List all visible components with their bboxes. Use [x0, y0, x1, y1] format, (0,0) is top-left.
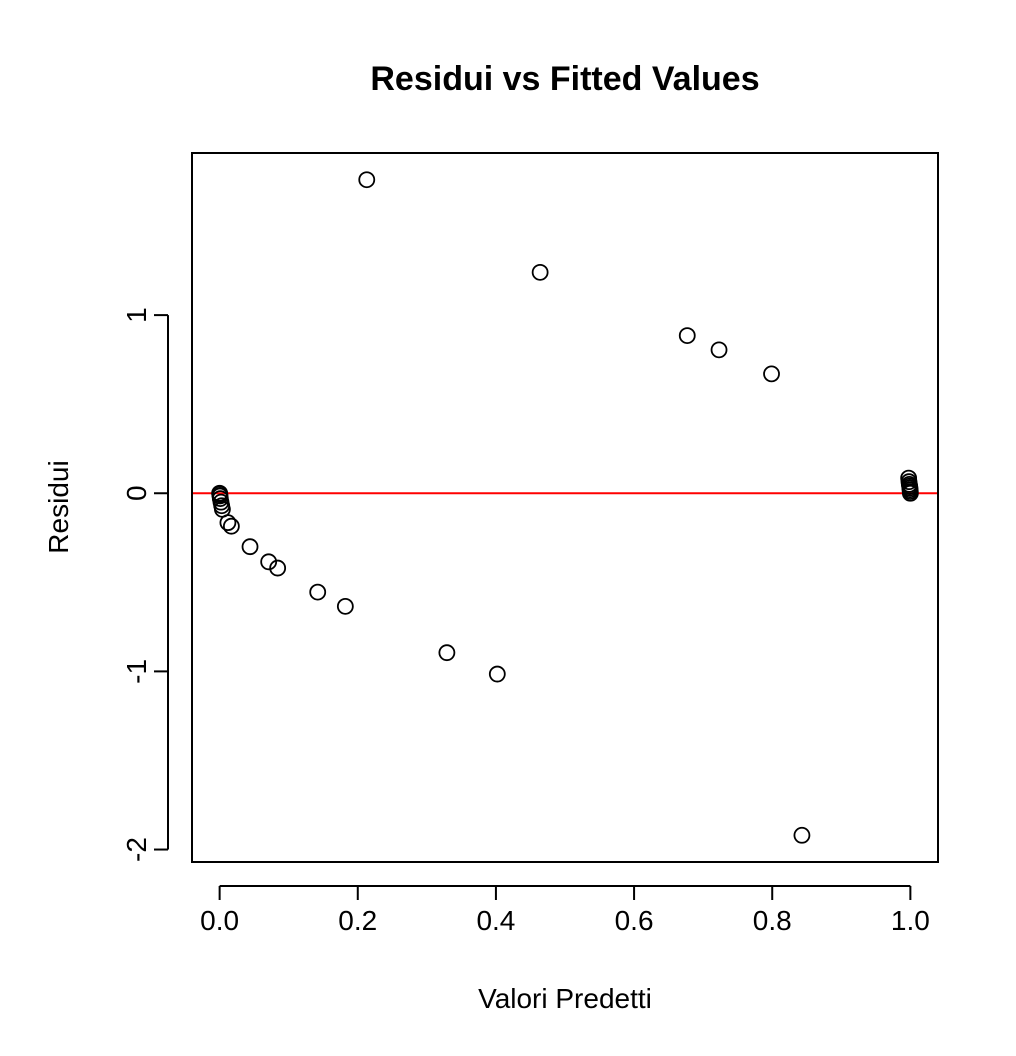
data-points [211, 171, 919, 844]
data-point [678, 327, 696, 344]
x-tick-label: 0.8 [753, 905, 792, 936]
y-tick-label: -1 [121, 659, 152, 684]
data-point [260, 553, 278, 571]
x-tick-label: 0.2 [338, 905, 377, 936]
y-axis: -2 -1 0 1 [121, 307, 169, 862]
y-tick-label: 1 [121, 307, 152, 323]
x-tick-label: 0.0 [200, 905, 239, 936]
x-axis-label: Valori Predetti [478, 983, 652, 1014]
data-point [336, 597, 354, 615]
data-point [358, 171, 376, 189]
data-point [269, 559, 287, 577]
x-axis: 0.0 0.2 0.4 0.6 0.8 1.0 [200, 885, 930, 936]
y-tick-label: 0 [121, 485, 152, 501]
data-point [222, 517, 240, 535]
data-point [309, 583, 327, 601]
data-point [488, 665, 506, 683]
data-point [211, 484, 229, 502]
x-tick-label: 1.0 [891, 905, 930, 936]
x-tick-label: 0.6 [615, 905, 654, 936]
y-axis-label: Residui [43, 460, 74, 553]
chart-title: Residui vs Fitted Values [370, 60, 759, 98]
data-point [438, 644, 456, 662]
data-point [241, 538, 259, 556]
data-point [531, 263, 549, 281]
data-point [710, 341, 728, 359]
plot-frame [191, 152, 939, 863]
data-point [793, 826, 811, 844]
data-point [763, 365, 780, 383]
data-point [901, 484, 919, 502]
y-tick-label: -2 [121, 837, 152, 862]
x-tick-label: 0.4 [476, 905, 515, 936]
